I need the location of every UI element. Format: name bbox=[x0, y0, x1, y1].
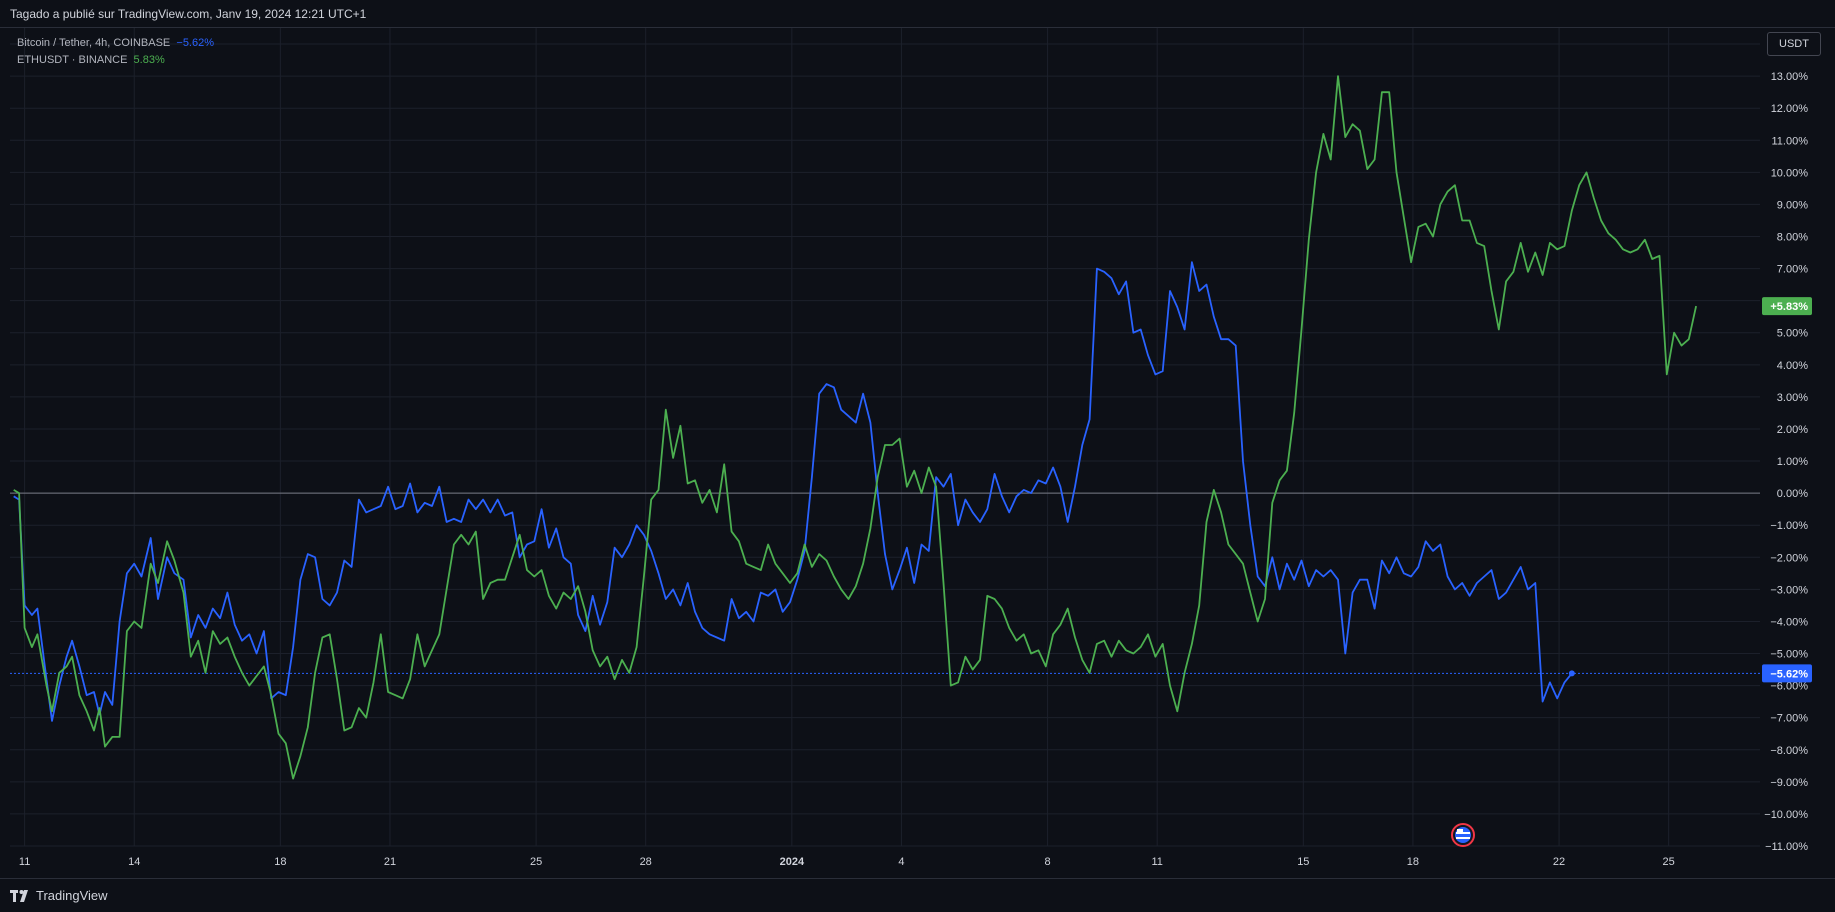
x-tick-label: 4 bbox=[898, 856, 904, 868]
x-tick-label: 28 bbox=[640, 856, 652, 868]
y-tick-label: 9.00% bbox=[1777, 199, 1808, 211]
legend-btc[interactable]: Bitcoin / Tether, 4h, COINBASE −5.62% bbox=[17, 35, 214, 52]
eth-price-badge bbox=[1762, 297, 1812, 316]
x-tick-label: 25 bbox=[530, 856, 542, 868]
y-tick-label: 7.00% bbox=[1777, 264, 1808, 276]
y-tick-label: −10.00% bbox=[1764, 809, 1808, 821]
eth-price-badge-label: +5.83% bbox=[1770, 301, 1808, 313]
x-axis: 11 14 18 21 25 28 2024 4 8 11 15 18 22 25 bbox=[19, 856, 1675, 868]
y-tick-label: −8.00% bbox=[1770, 745, 1808, 757]
y-tick-label: 13.00% bbox=[1771, 71, 1809, 83]
price-badges: −5.62% +5.83% bbox=[1762, 297, 1812, 683]
y-tick-label: −11.00% bbox=[1765, 841, 1808, 853]
x-tick-label: 22 bbox=[1553, 856, 1565, 868]
chart-legend: Bitcoin / Tether, 4h, COINBASE −5.62% ET… bbox=[17, 35, 214, 69]
y-tick-label: 2.00% bbox=[1777, 424, 1808, 436]
y-tick-label: 12.00% bbox=[1771, 103, 1809, 115]
x-tick-label: 8 bbox=[1045, 856, 1051, 868]
publish-header: Tagado a publié sur TradingView.com, Jan… bbox=[0, 0, 1835, 28]
y-tick-label: 8.00% bbox=[1777, 232, 1808, 244]
btc-price-badge bbox=[1762, 664, 1812, 683]
y-tick-label: −3.00% bbox=[1770, 584, 1808, 596]
tradingview-logo-icon bbox=[10, 889, 28, 902]
us-flag-icon[interactable] bbox=[1451, 823, 1475, 847]
y-tick-label: 1.00% bbox=[1777, 456, 1808, 468]
y-tick-label: −2.00% bbox=[1770, 552, 1808, 564]
y-tick-label: −1.00% bbox=[1770, 520, 1808, 532]
y-tick-label: −9.00% bbox=[1770, 777, 1808, 789]
y-tick-label: 10.00% bbox=[1771, 167, 1809, 179]
series-eth-line bbox=[13, 75, 1697, 780]
tradingview-brand[interactable]: TradingView bbox=[10, 888, 108, 903]
x-tick-label: 14 bbox=[128, 856, 140, 868]
x-tick-label: 18 bbox=[274, 856, 286, 868]
legend-btc-name: Bitcoin / Tether, 4h, COINBASE bbox=[17, 37, 171, 49]
y-tick-label: −5.00% bbox=[1770, 649, 1808, 661]
legend-btc-value: −5.62% bbox=[176, 37, 215, 49]
legend-eth[interactable]: ETHUSDT · BINANCE 5.83% bbox=[17, 52, 214, 69]
btc-price-badge-label: −5.62% bbox=[1770, 668, 1808, 680]
y-tick-label: 0.00% bbox=[1777, 488, 1808, 500]
series-btc-line bbox=[13, 261, 1573, 722]
currency-button[interactable]: USDT bbox=[1767, 32, 1821, 56]
y-tick-label: 5.00% bbox=[1777, 328, 1808, 340]
grid bbox=[10, 28, 1760, 847]
legend-eth-name: ETHUSDT · BINANCE bbox=[17, 54, 128, 66]
series-layer bbox=[13, 75, 1697, 780]
x-tick-label: 2024 bbox=[780, 856, 805, 868]
legend-eth-value: 5.83% bbox=[133, 54, 165, 66]
x-tick-label: 11 bbox=[19, 856, 30, 868]
y-tick-label: 4.00% bbox=[1777, 360, 1808, 372]
y-tick-label: −6.00% bbox=[1770, 681, 1808, 693]
y-tick-label: 3.00% bbox=[1777, 392, 1808, 404]
publish-info: Tagado a publié sur TradingView.com, Jan… bbox=[10, 7, 367, 21]
footer: TradingView bbox=[0, 878, 1835, 912]
x-tick-label: 15 bbox=[1297, 856, 1309, 868]
brand-name: TradingView bbox=[36, 888, 108, 903]
x-tick-label: 11 bbox=[1151, 856, 1162, 868]
y-tick-label: −4.00% bbox=[1770, 616, 1808, 628]
x-tick-label: 18 bbox=[1407, 856, 1419, 868]
x-tick-label: 25 bbox=[1663, 856, 1675, 868]
y-tick-label: −7.00% bbox=[1770, 713, 1808, 725]
y-axis: 14.00%13.00%12.00%11.00%10.00%9.00%8.00%… bbox=[1764, 39, 1808, 853]
btc-last-point bbox=[1568, 670, 1575, 677]
x-tick-label: 21 bbox=[384, 856, 396, 868]
y-tick-label: 11.00% bbox=[1772, 135, 1809, 147]
